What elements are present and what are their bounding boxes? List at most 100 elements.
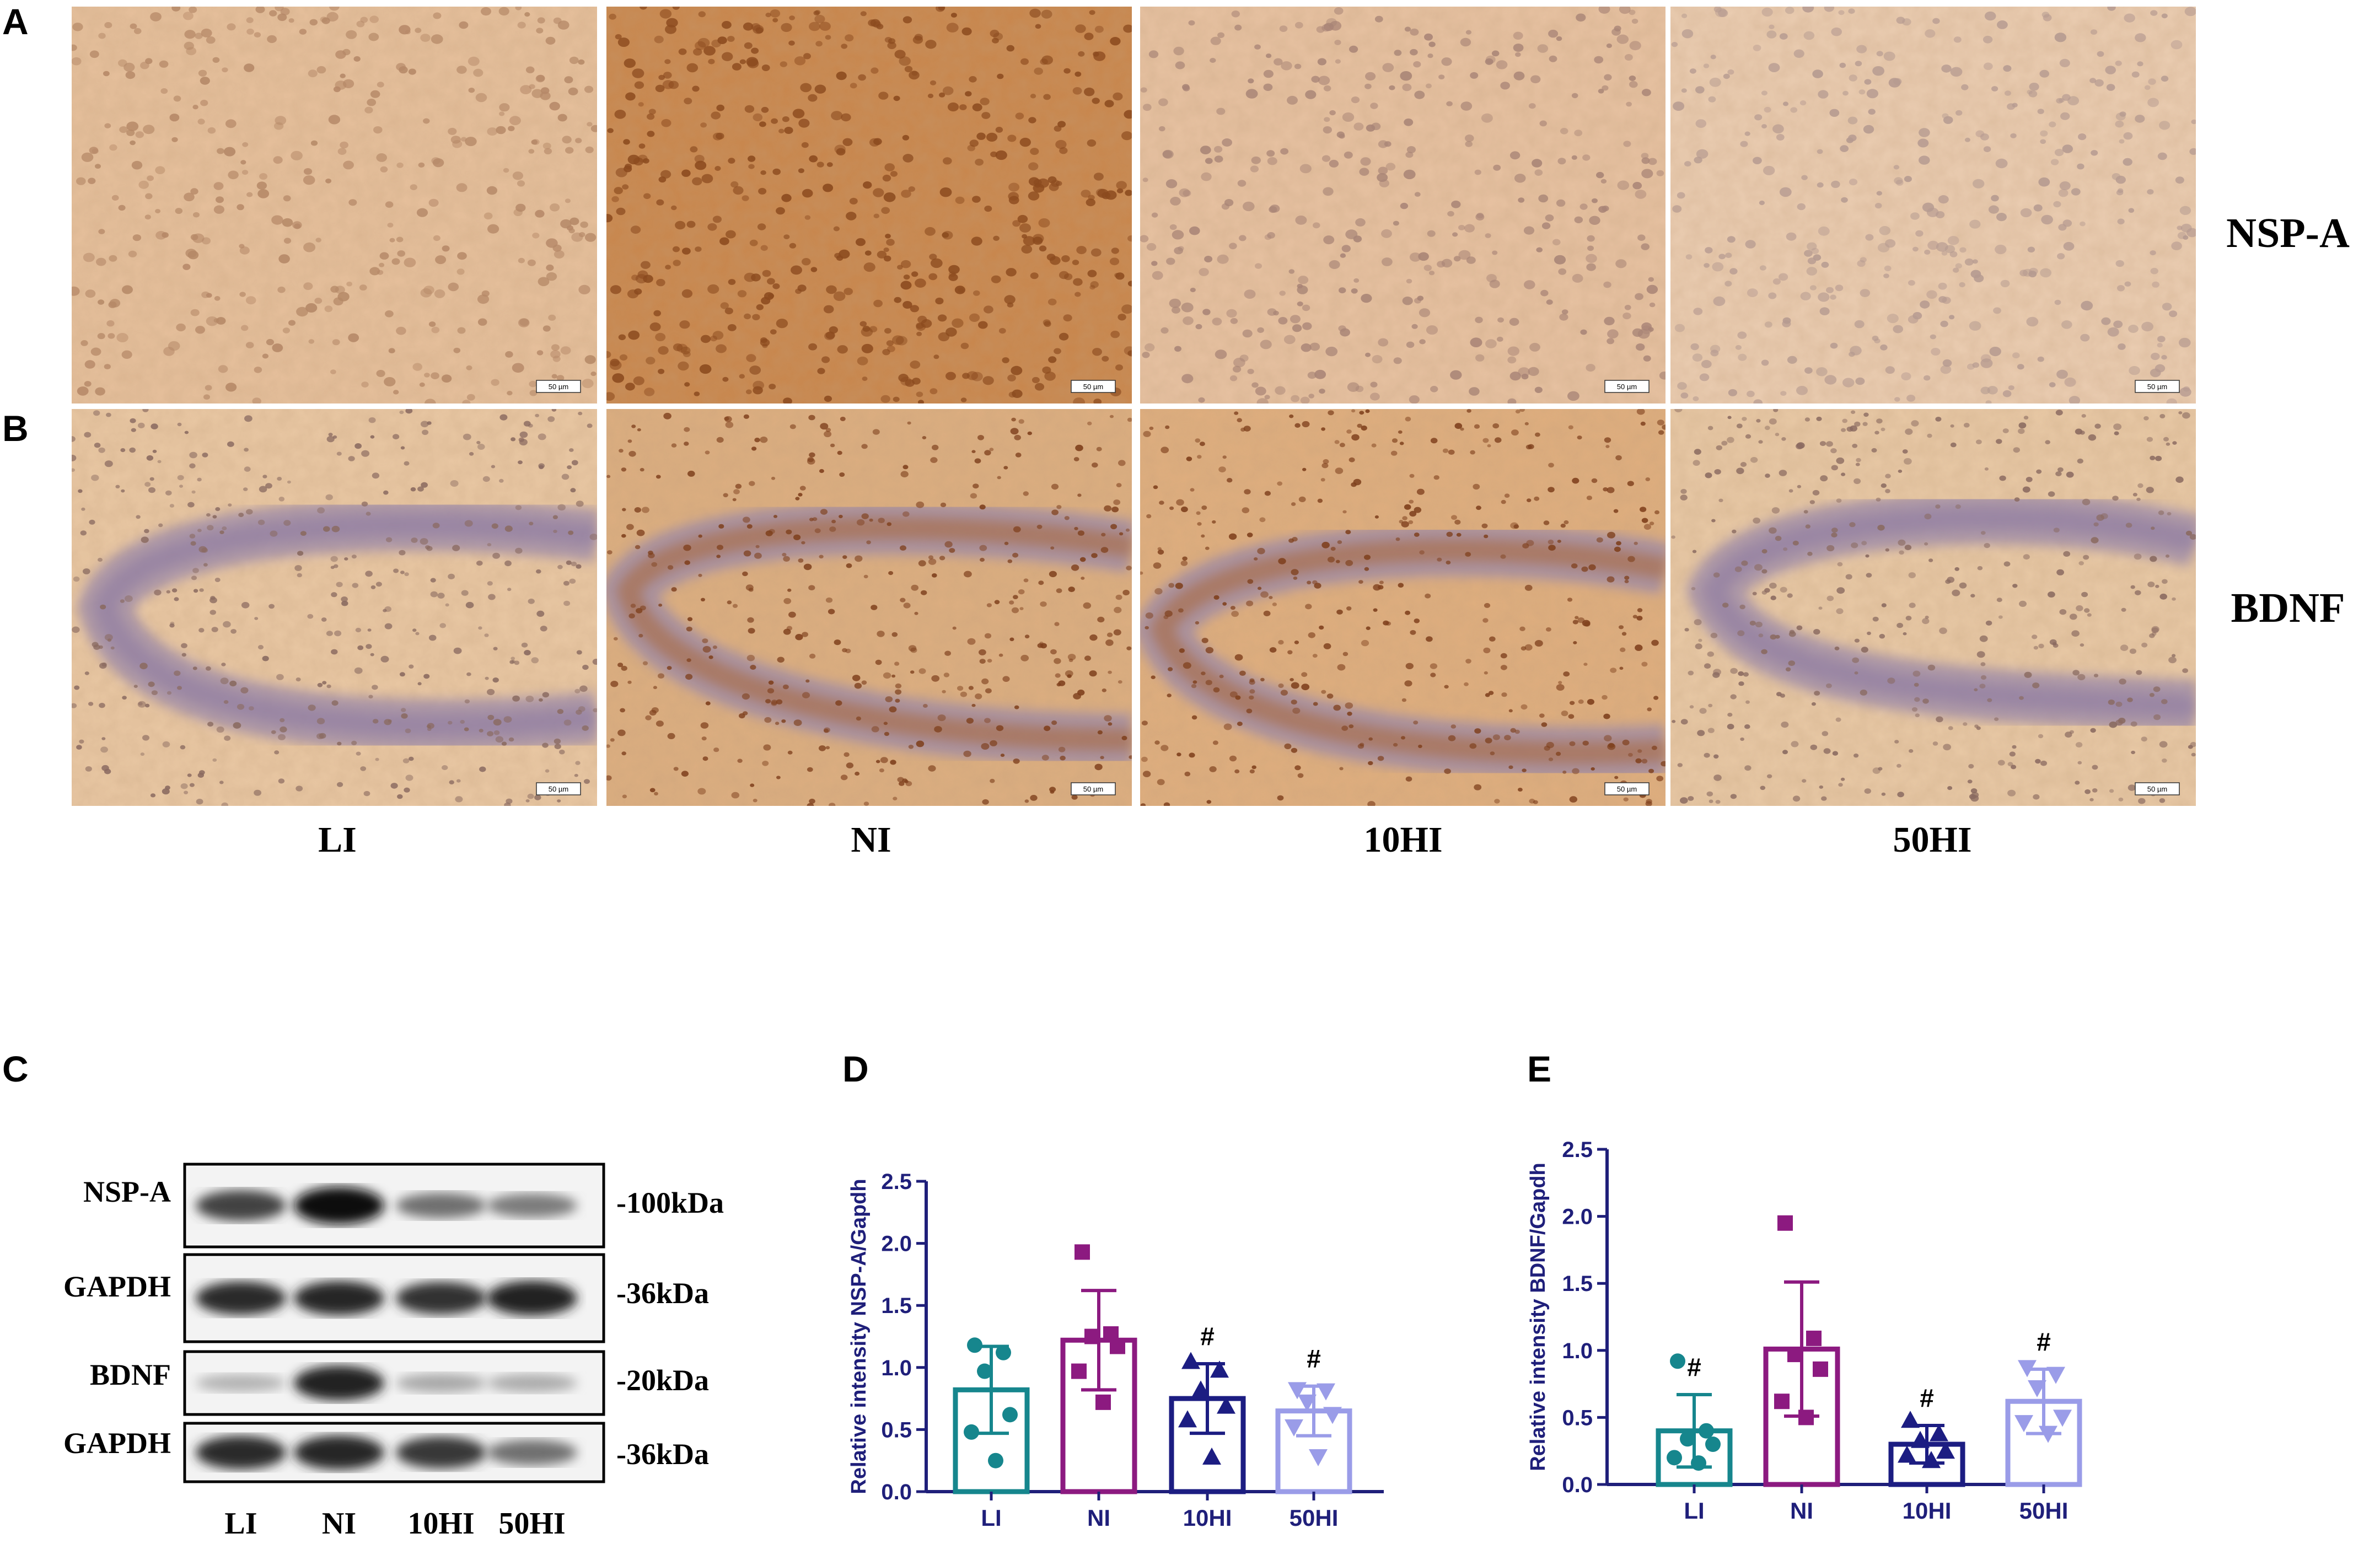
data-point [988, 1452, 1003, 1468]
scale-bar-label: 50 µm [1617, 785, 1637, 793]
blot-band [487, 1281, 577, 1316]
data-point [1075, 1244, 1090, 1260]
data-point [1680, 1431, 1695, 1447]
scale-bar-label: 50 µm [2147, 383, 2167, 391]
blot-size-label: -20kDa [616, 1364, 709, 1397]
data-point [1084, 1328, 1100, 1344]
data-point [1191, 1380, 1210, 1398]
x-tick-label: 50HI [2019, 1498, 2069, 1524]
blot-size-label: -36kDa [616, 1438, 709, 1471]
panel-label-a: A [2, 1, 29, 42]
data-point [1323, 1407, 1342, 1424]
scale-bar-label: 50 µm [1083, 383, 1103, 391]
row-label-bdnf: BDNF [2231, 585, 2345, 631]
micrograph-grid: 50 µm 50 µm 50 µm 50 µm 50 µm 50 µm 50 µm 50 µm [72, 7, 2196, 806]
blot-protein-label: GAPDH [63, 1427, 171, 1460]
data-point [1202, 1447, 1221, 1465]
y-tick-label: 0.5 [1562, 1406, 1593, 1430]
data-point [977, 1363, 992, 1379]
blot-lane-label: 10HI [407, 1507, 474, 1541]
blot-lane-label: LI [224, 1507, 257, 1541]
data-point [2018, 1360, 2037, 1378]
data-point [1922, 1451, 1941, 1468]
blot-band [294, 1281, 384, 1316]
y-tick-label: 2.5 [1562, 1138, 1593, 1162]
blot-band [294, 1435, 384, 1470]
significance-mark: # [2037, 1327, 2051, 1356]
x-tick-label: 10HI [1903, 1498, 1952, 1524]
data-point [1285, 1419, 1303, 1437]
y-tick-label: 0.0 [881, 1480, 912, 1504]
data-point [1705, 1437, 1721, 1452]
micrograph: 50 µm [72, 7, 597, 404]
data-point [1691, 1455, 1706, 1471]
y-tick-label: 2.5 [881, 1170, 912, 1194]
group-label-50hi: 50HI [1893, 820, 1971, 860]
y-tick-label: 1.0 [1562, 1339, 1593, 1363]
blot-band [487, 1439, 577, 1466]
blot-band [294, 1365, 384, 1401]
western-blot: NSP-A -100kDa GAPDH -36kDa BDNF -20kDa GAPDH -3… [63, 1163, 724, 1541]
panel-label-c: C [2, 1048, 29, 1089]
blot-band [196, 1281, 286, 1315]
blot-lane-label: 50HI [498, 1507, 565, 1541]
y-axis-label: Relative intensity NSP-A/Gapdh [847, 1179, 871, 1494]
y-axis-label: Relative intensity BDNF/Gapdh [1527, 1163, 1550, 1471]
data-point [1002, 1407, 1018, 1423]
data-point [964, 1424, 979, 1440]
blot-band [196, 1190, 286, 1221]
panel-label-b: B [2, 408, 29, 449]
data-point [1110, 1338, 1125, 1354]
data-point [1317, 1383, 1335, 1401]
significance-mark: # [1200, 1322, 1215, 1351]
panel-label-d: D [842, 1048, 869, 1089]
significance-mark: # [1920, 1384, 1934, 1412]
data-point [1930, 1424, 1948, 1441]
blot-lane-label: NI [322, 1507, 356, 1541]
data-point [967, 1337, 982, 1353]
data-point [1777, 1215, 1793, 1231]
data-point [1210, 1360, 1229, 1378]
data-point [1798, 1409, 1814, 1425]
data-point [1670, 1353, 1685, 1369]
significance-mark: # [1307, 1344, 1321, 1373]
data-point [1309, 1449, 1328, 1466]
blot-band [294, 1187, 384, 1224]
blot-band [396, 1436, 486, 1469]
data-point [1911, 1430, 1930, 1448]
x-tick-label: 10HI [1183, 1505, 1232, 1531]
data-point [2028, 1380, 2046, 1397]
data-point [1178, 1410, 1197, 1428]
x-tick-label: LI [981, 1505, 1001, 1531]
data-point [1298, 1394, 1317, 1412]
blot-band [487, 1193, 577, 1218]
scale-bar-label: 50 µm [2147, 785, 2167, 793]
row-label-nspa: NSP-A [2226, 210, 2350, 256]
blot-band [196, 1435, 286, 1470]
scale-bar-label: 50 µm [1617, 383, 1637, 391]
data-point [2014, 1415, 2033, 1433]
group-label-ni: NI [851, 820, 891, 860]
blot-size-label: -36kDa [616, 1277, 709, 1310]
y-tick-label: 2.0 [1562, 1205, 1593, 1229]
data-point [1774, 1394, 1790, 1409]
blot-size-label: -100kDa [616, 1186, 724, 1219]
data-point [1217, 1396, 1235, 1414]
data-point [1071, 1363, 1087, 1379]
data-point [1288, 1382, 1307, 1400]
data-point [1806, 1330, 1822, 1346]
micrograph: 50 µm [606, 409, 1132, 806]
y-tick-label: 0.5 [881, 1418, 912, 1442]
chart-bdnf: 0.0 0.5 1.0 1.5 2.0 2.5 Relative intensity BDN… [1527, 1138, 2082, 1524]
blot-band [396, 1282, 486, 1315]
blot-band [196, 1374, 286, 1392]
y-tick-label: 1.5 [881, 1294, 912, 1318]
data-point [2039, 1425, 2057, 1443]
blot-band [396, 1192, 486, 1219]
data-point [1901, 1411, 1920, 1428]
data-point [1787, 1347, 1803, 1363]
data-point [1898, 1445, 1916, 1463]
group-label-10hi: 10HI [1363, 820, 1442, 860]
data-point [2046, 1367, 2065, 1384]
